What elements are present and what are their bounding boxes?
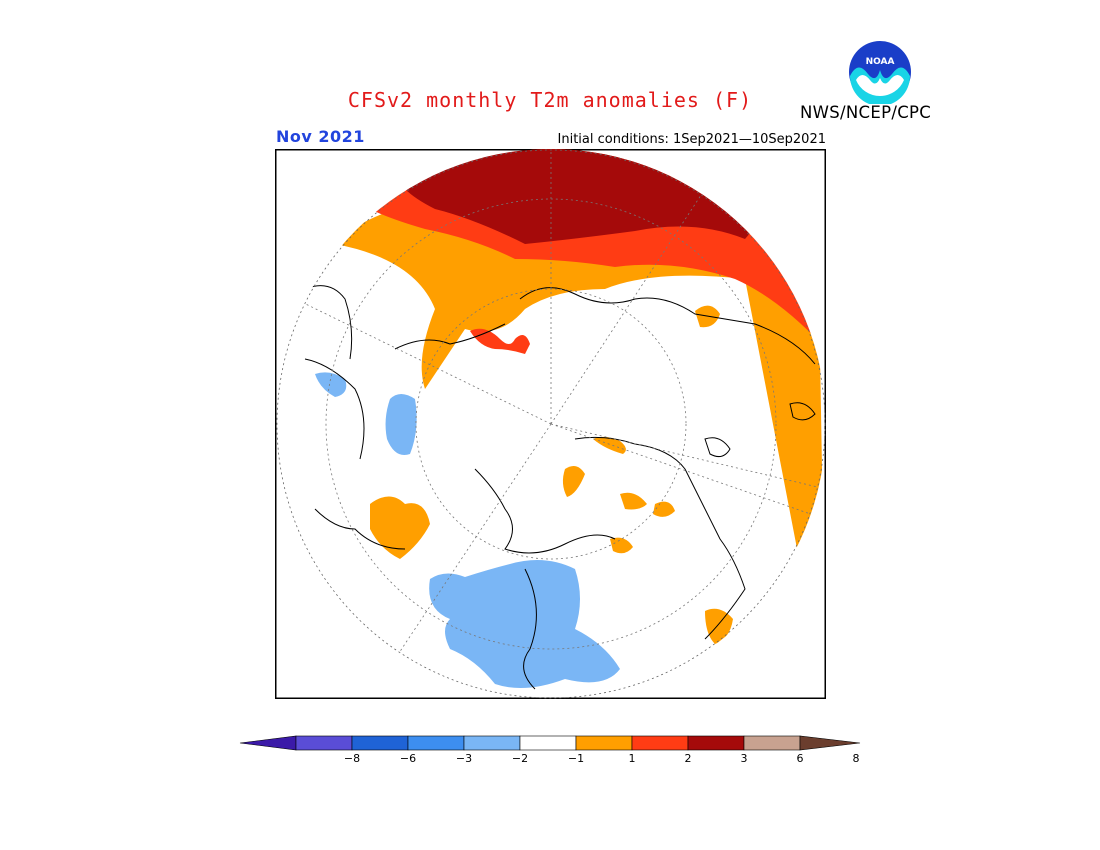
colorbar-tick-label: −6 xyxy=(399,752,417,765)
colorbar-tick-label: 2 xyxy=(684,752,692,765)
colorbar-tick-label: 1 xyxy=(628,752,636,765)
organization-label: NWS/NCEP/CPC xyxy=(800,103,932,122)
forecast-month: Nov 2021 xyxy=(276,127,365,146)
colorbar-cell xyxy=(519,735,577,751)
colorbar-cell xyxy=(575,735,633,751)
colorbar-tick-label: −8 xyxy=(343,752,361,765)
anomaly-lightblue-region xyxy=(429,560,620,688)
colorbar-cell xyxy=(463,735,521,751)
colorbar-tick-label: −1 xyxy=(567,752,585,765)
anomaly-orange-region xyxy=(335,184,826,699)
colorbar-cell xyxy=(631,735,689,751)
colorbar-cell xyxy=(743,735,801,751)
colorbar xyxy=(239,735,861,751)
colorbar-tick-label: 3 xyxy=(740,752,748,765)
colorbar-tick-label: 6 xyxy=(796,752,804,765)
colorbar-cell xyxy=(295,735,353,751)
colorbar-tick-label: 8 xyxy=(852,752,860,765)
colorbar-cells xyxy=(239,735,861,751)
colorbar-cell xyxy=(687,735,745,751)
colorbar-tick-label: −3 xyxy=(455,752,473,765)
initial-conditions: Initial conditions: 1Sep2021—10Sep2021 xyxy=(557,132,826,147)
colorbar-cell xyxy=(407,735,465,751)
colorbar-cell xyxy=(351,735,409,751)
colorbar-tick-label: −2 xyxy=(511,752,529,765)
noaa-logo-text: NOAA xyxy=(865,57,895,67)
colorbar-arrow-low xyxy=(239,735,297,751)
colorbar-arrow-high xyxy=(799,735,861,751)
polar-map xyxy=(275,149,826,699)
noaa-logo xyxy=(849,41,911,104)
chart-title: CFSv2 monthly T2m anomalies (F) xyxy=(347,88,753,112)
